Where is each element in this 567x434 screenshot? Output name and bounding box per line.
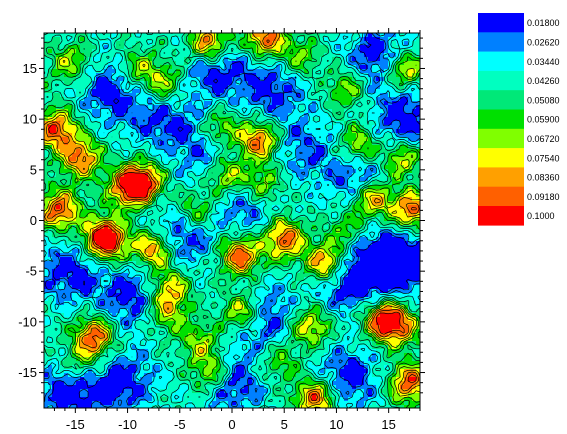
legend-swatch [478,32,524,52]
y-tick-label: 0 [30,213,37,228]
legend-swatch [478,109,524,130]
legend-label: 0.08360 [527,173,560,183]
legend-label: 0.05080 [527,95,560,105]
legend-label: 0.02620 [527,37,560,47]
legend-label: 0.03440 [527,57,560,67]
legend-swatch [478,206,524,226]
legend-label: 0.06720 [527,134,560,144]
legend-swatch [478,90,524,110]
x-axis-tick-labels: -15 -10 -5 0 5 10 15 [66,417,396,432]
y-tick-label: 15 [23,61,37,76]
legend-label: 0.01800 [527,18,560,28]
legend-label: 0.04260 [527,76,560,86]
legend-label: 0.05900 [527,115,560,125]
y-tick-label: -10 [18,314,37,329]
legend-swatch [478,186,524,207]
y-tick-label: 5 [30,162,37,177]
x-tick-label: 15 [381,417,395,432]
legend-swatch [478,167,524,187]
legend-swatch [478,13,524,33]
color-scale-legend: 0.01800 0.02620 0.03440 0.04260 0.05080 0.059… [478,13,560,226]
x-tick-label: 5 [281,417,288,432]
y-tick-label: -15 [18,365,37,380]
x-tick-label: -15 [66,417,85,432]
legend-swatch [478,70,524,91]
legend-swatch [478,128,524,149]
axis-ticks [39,28,425,413]
legend-label: 0.09180 [527,192,560,202]
legend-label: 0.1000 [527,211,555,221]
y-axis-tick-labels: 15 10 5 0 -5 -10 -15 [18,61,37,380]
x-tick-label: -5 [174,417,186,432]
x-tick-label: -10 [118,417,137,432]
contour-plot-area [44,33,420,408]
legend-swatch [478,148,524,168]
x-tick-label: 0 [228,417,235,432]
y-tick-label: 10 [23,112,37,127]
y-tick-label: -5 [25,264,37,279]
legend-label: 0.07540 [527,153,560,163]
legend-swatch [478,51,524,72]
x-tick-label: 10 [329,417,343,432]
